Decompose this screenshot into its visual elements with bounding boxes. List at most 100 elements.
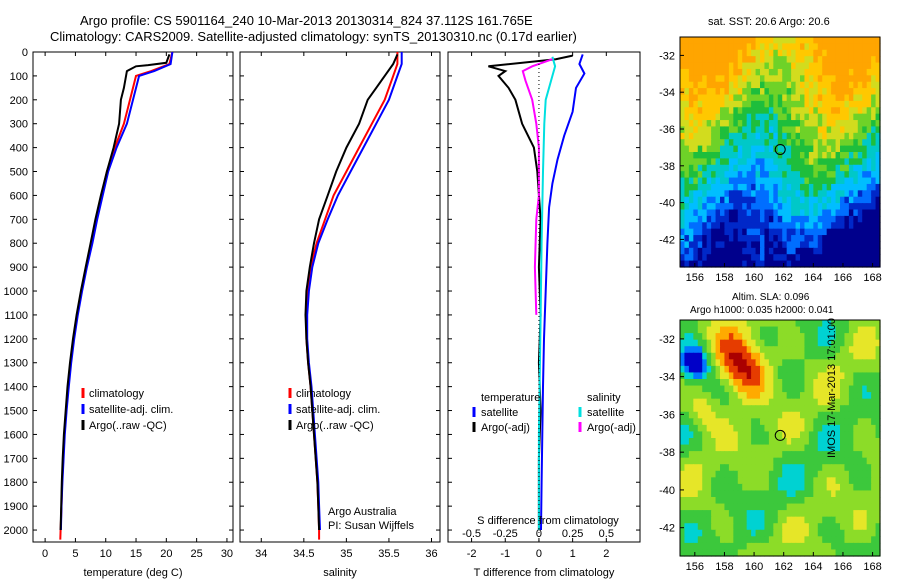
map-cell: [808, 438, 814, 446]
map-cell: [680, 215, 686, 223]
map-cell: [853, 254, 859, 262]
map-cell: [711, 359, 717, 367]
map-cell: [848, 510, 854, 518]
map-y-tick-label: -40: [659, 485, 675, 497]
map-cell: [711, 203, 717, 211]
legend-label: climatology: [296, 388, 352, 400]
map-cell: [742, 392, 748, 400]
map-cell: [835, 510, 841, 518]
map-cell: [786, 398, 792, 406]
map-cell: [875, 126, 881, 134]
map-cell: [875, 411, 881, 419]
map-cell: [777, 241, 783, 249]
map-cell: [715, 405, 721, 413]
map-cell: [764, 385, 770, 393]
map-cell: [808, 203, 814, 211]
map-cell: [702, 177, 708, 185]
map-cell: [791, 438, 797, 446]
map-cell: [702, 431, 708, 439]
map-cell: [795, 411, 801, 419]
map-cell: [795, 56, 801, 64]
map-cell: [724, 88, 730, 96]
map-cell: [875, 320, 881, 328]
map-cell: [693, 37, 699, 44]
map-cell: [720, 326, 726, 334]
map-cell: [853, 385, 859, 393]
map-cell: [826, 516, 832, 524]
map-cell: [822, 247, 828, 255]
map-cell: [728, 177, 734, 185]
map-cell: [697, 470, 703, 478]
map-cell: [831, 418, 837, 426]
map-cell: [866, 405, 872, 413]
map-cell: [733, 542, 739, 551]
map-cell: [782, 62, 788, 70]
map-cell: [688, 113, 694, 121]
map-cell: [711, 320, 717, 328]
map-cell: [768, 497, 774, 505]
map-cell: [817, 536, 823, 544]
map-cell: [871, 529, 877, 537]
map-cell: [742, 470, 748, 478]
map-cell: [782, 497, 788, 505]
map-cell: [862, 490, 868, 498]
map-cell: [697, 177, 703, 185]
legend-label: Argo(-adj): [587, 422, 636, 434]
map-cell: [697, 503, 703, 511]
map-cell: [688, 107, 694, 115]
map-cell: [693, 126, 699, 134]
map-cell: [831, 365, 837, 374]
map-cell: [706, 75, 712, 83]
map-cell: [862, 451, 868, 459]
map-cell: [817, 464, 823, 472]
map-cell: [848, 209, 854, 217]
sla-map-title-line2: Argo h1000: 0.035 h2000: 0.041: [690, 305, 834, 316]
map-cell: [795, 418, 801, 426]
map-cell: [680, 171, 686, 179]
map-cell: [755, 81, 761, 89]
map-cell: [786, 503, 792, 511]
map-cell: [688, 542, 694, 551]
map-cell: [711, 190, 717, 198]
map-cell: [835, 164, 841, 172]
map-cell: [688, 451, 694, 459]
map-cell: [706, 43, 712, 51]
map-cell: [857, 431, 863, 439]
map-cell: [742, 451, 748, 459]
map-cell: [875, 120, 881, 128]
map-cell: [800, 139, 806, 147]
map-cell: [684, 529, 690, 537]
map-cell: [702, 385, 708, 393]
map-cell: [804, 158, 810, 166]
map-cell: [688, 247, 694, 255]
map-cell: [680, 56, 686, 64]
map-cell: [693, 464, 699, 472]
map-cell: [822, 88, 828, 96]
map-cell: [746, 120, 752, 128]
map-cell: [826, 158, 832, 166]
map-cell: [746, 190, 752, 198]
map-cell: [764, 75, 770, 83]
map-cell: [822, 542, 828, 551]
map-cell: [680, 523, 686, 531]
map-cell: [840, 379, 846, 387]
map-cell: [791, 359, 797, 367]
map-cell: [715, 372, 721, 380]
map-cell: [728, 483, 734, 492]
map-cell: [848, 464, 854, 472]
map-cell: [693, 431, 699, 439]
map-cell: [711, 431, 717, 439]
map-cell: [866, 359, 872, 367]
map-cell: [844, 183, 850, 191]
map-cell: [857, 457, 863, 465]
map-cell: [751, 398, 757, 406]
map-cell: [777, 203, 783, 211]
map-cell: [782, 529, 788, 537]
map-cell: [733, 81, 739, 89]
map-cell: [875, 483, 881, 492]
map-cell: [751, 529, 757, 537]
map-cell: [822, 120, 828, 128]
map-cell: [800, 398, 806, 406]
map-cell: [808, 398, 814, 406]
map-cell: [715, 385, 721, 393]
